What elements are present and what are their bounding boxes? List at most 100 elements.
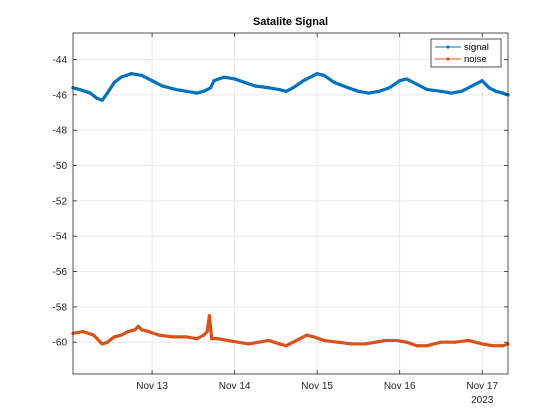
data-point (126, 329, 130, 334)
y-tick-label: -48 (53, 126, 68, 137)
data-point (112, 335, 116, 339)
data-point (100, 98, 104, 102)
data-point (222, 75, 226, 79)
data-point (233, 77, 237, 81)
axes-frame (72, 32, 509, 375)
data-point (140, 328, 144, 332)
data-point (298, 337, 302, 341)
series-line-core (72, 73, 509, 101)
y-tick-label: -60 (53, 338, 68, 349)
data-point (470, 84, 474, 88)
data-point (105, 340, 109, 344)
data-point (212, 79, 216, 83)
data-point (305, 333, 309, 337)
data-point (425, 344, 429, 348)
data-point (332, 80, 336, 85)
data-point (291, 340, 295, 344)
data-point (277, 87, 281, 92)
data-point (367, 91, 371, 95)
data-point (480, 342, 484, 346)
data-point (387, 86, 391, 90)
data-point (363, 342, 367, 346)
data-point (315, 72, 319, 76)
data-point (105, 91, 109, 95)
data-point (81, 329, 85, 334)
data-point (78, 87, 82, 92)
y-tick-label: -52 (53, 196, 68, 207)
data-point (243, 80, 247, 85)
data-point (215, 337, 220, 341)
data-point (336, 340, 340, 344)
y-tick-label: -54 (53, 232, 68, 243)
data-point (136, 324, 140, 328)
data-point (205, 329, 209, 334)
data-point (404, 340, 409, 344)
series-signal (71, 72, 510, 102)
legend-label-signal: signal (464, 42, 489, 53)
data-point (129, 72, 134, 76)
y-tick-label: -50 (53, 161, 68, 172)
data-point (150, 79, 154, 83)
data-point (312, 335, 316, 339)
data-point (267, 338, 271, 343)
x-tick-label: Nov 13 (136, 381, 168, 392)
x-year-label: 2023 (471, 395, 494, 406)
data-point (384, 338, 388, 343)
y-tick-label: -44 (53, 55, 68, 66)
data-point (88, 91, 92, 95)
data-point (459, 89, 464, 93)
tick-marks (73, 33, 508, 374)
data-point (322, 73, 326, 78)
data-point (291, 86, 295, 90)
data-point (92, 333, 96, 337)
data-point (246, 342, 250, 346)
data-point (487, 86, 491, 90)
data-point (449, 91, 453, 95)
x-tick-label: Nov 15 (301, 381, 333, 392)
data-point (349, 342, 354, 346)
data-point (195, 91, 199, 95)
x-tick-label: Nov 16 (384, 381, 416, 392)
data-point (490, 344, 495, 348)
data-point (257, 340, 261, 344)
data-point (501, 91, 505, 95)
data-point (356, 89, 361, 93)
data-point (398, 79, 402, 83)
legend-box (430, 38, 502, 68)
data-point (253, 84, 257, 88)
data-point (377, 89, 381, 93)
data-point (425, 87, 429, 92)
data-point (439, 89, 443, 93)
data-point (277, 342, 281, 346)
series-noise (71, 314, 510, 348)
y-tick-label: -46 (53, 90, 68, 101)
data-point (439, 340, 443, 344)
data-point (208, 86, 213, 90)
x-tick-label: Nov 14 (219, 381, 251, 392)
data-point (501, 344, 505, 348)
y-tick-label: -56 (53, 267, 68, 278)
data-point (415, 82, 419, 86)
data-point (284, 344, 288, 348)
data-point (202, 89, 206, 93)
data-point (346, 86, 350, 90)
data-point (147, 329, 151, 334)
data-point (202, 333, 206, 337)
data-point (133, 328, 137, 332)
data-point (301, 79, 305, 83)
data-point (453, 340, 457, 344)
series-layer (71, 72, 510, 348)
data-point (466, 338, 471, 343)
legend-marker-signal (446, 45, 450, 49)
data-point (140, 73, 144, 78)
data-point (174, 87, 178, 92)
data-point (119, 333, 123, 337)
data-point (415, 344, 419, 348)
data-point (404, 77, 409, 81)
data-point (236, 340, 240, 344)
data-point (100, 342, 104, 346)
